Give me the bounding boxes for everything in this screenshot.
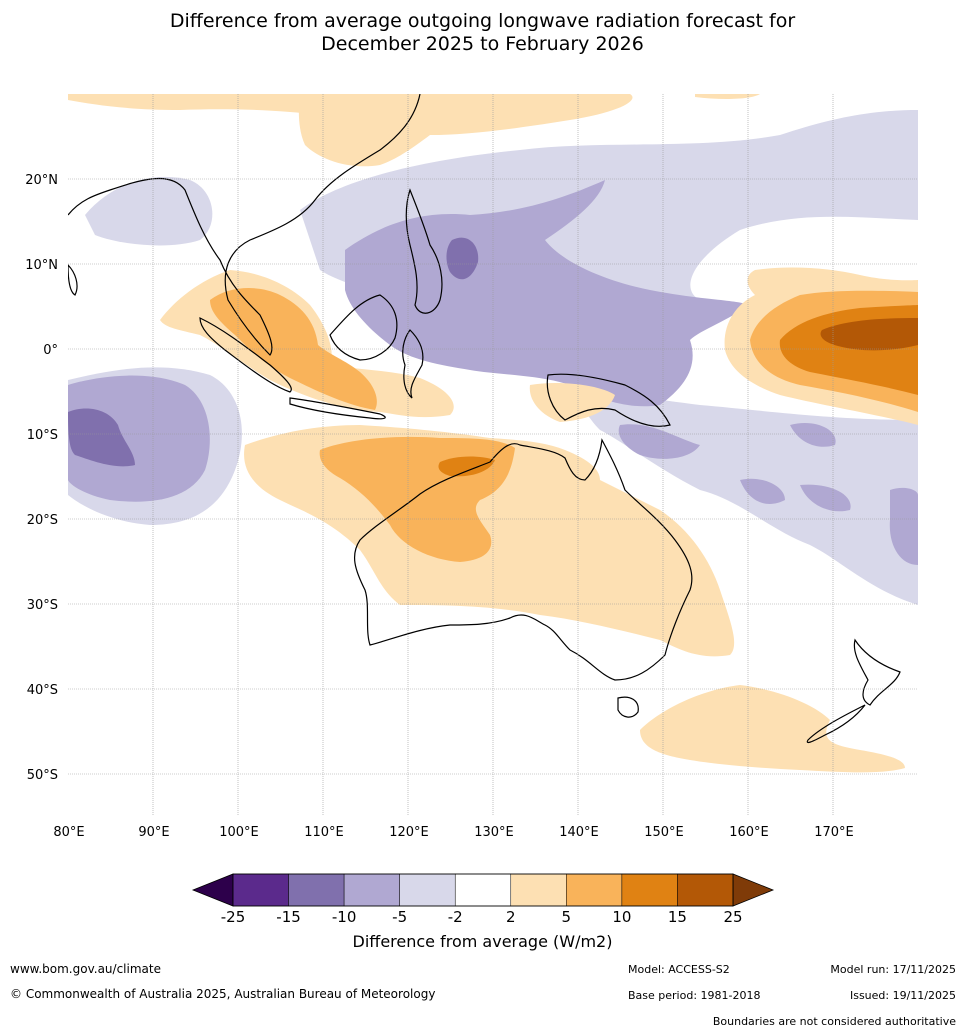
colorbar-tick-label: 25 (723, 908, 742, 926)
colorbar-swatch (454, 873, 512, 907)
coastline-mainland-asia (68, 94, 421, 356)
lon-label: 170°E (814, 825, 854, 840)
colorbar-swatch (510, 873, 567, 907)
colorbar-over-arrow (732, 873, 775, 907)
neg-anomaly-medium-fiji (740, 422, 918, 565)
anomaly-field (68, 94, 918, 773)
longitude-labels: 80°E 90°E 100°E 110°E 120°E 130°E 140°E … (53, 825, 853, 840)
lon-label: 120°E (389, 825, 429, 840)
pos-anomaly-medium-sumatra (210, 288, 377, 410)
neg-anomaly-light-bay-of-bengal (85, 176, 213, 246)
colorbar-tick-label: 15 (668, 908, 687, 926)
colorbar-swatch (288, 873, 345, 907)
coastline-new-zealand-north (853, 638, 901, 706)
base-period: Base period: 1981-2018 (628, 989, 761, 1002)
lat-label: 10°S (27, 428, 58, 443)
colorbar-tick-label: -25 (221, 908, 246, 926)
colorbar: -25 -15 -10 -5 -2 2 5 10 15 25 (191, 873, 775, 926)
lat-label: 50°S (27, 768, 58, 783)
neg-anomaly-medium-maritime-continent (345, 180, 748, 407)
pos-anomaly-strong-kimberley (438, 456, 495, 477)
coastline-sulawesi (402, 329, 424, 399)
colorbar-tick-label: -5 (392, 908, 407, 926)
coastlines (68, 94, 901, 744)
colorbar-label: Difference from average (W/m2) (352, 932, 613, 951)
model-run-date: Model run: 17/11/2025 (830, 963, 956, 976)
lat-label: 40°S (27, 683, 58, 698)
colorbar-tick-label: -10 (332, 908, 357, 926)
title-line-2: December 2025 to February 2026 (321, 33, 644, 55)
colorbar-swatch (343, 873, 400, 907)
coastline-tasmania (617, 696, 639, 718)
lat-label: 20°S (27, 513, 58, 528)
map-title: Difference from average outgoing longwav… (0, 10, 965, 56)
lat-label: 30°S (27, 598, 58, 613)
title-line-1: Difference from average outgoing longwav… (169, 10, 796, 32)
coastline-sumatra (199, 317, 292, 393)
colorbar-swatch (566, 873, 623, 907)
colorbar-tick-label: -2 (448, 908, 463, 926)
issued-date: Issued: 19/11/2025 (849, 989, 956, 1002)
lon-label: 160°E (729, 825, 769, 840)
coastline-new-zealand-south (806, 704, 866, 744)
pos-anomaly-light-north-strip (695, 94, 760, 99)
colorbar-tick-label: 5 (562, 908, 572, 926)
pos-anomaly-light-tasman (640, 685, 905, 773)
colorbar-tick-label: 10 (612, 908, 631, 926)
pos-anomaly-light-timor (529, 383, 615, 422)
colorbar-swatch (232, 873, 289, 907)
neg-anomaly-dark-indian-ocean (68, 408, 135, 467)
colorbar-swatch (677, 873, 734, 907)
colorbar-tick-label: -15 (276, 908, 301, 926)
lon-label: 100°E (219, 825, 259, 840)
neg-anomaly-medium-indian-ocean (68, 375, 210, 502)
colorbar-under-arrow (191, 873, 234, 907)
coastline-borneo (329, 294, 398, 361)
lon-label: 130°E (474, 825, 514, 840)
latitude-labels: 20°N 10°N 0° 10°S 20°S 30°S 40°S 50°S (25, 173, 58, 783)
graticule (68, 94, 918, 816)
coastline-australia (353, 438, 693, 681)
model-name: Model: ACCESS-S2 (628, 963, 730, 976)
coastline-philippines (405, 188, 443, 314)
boundaries-disclaimer: Boundaries are not considered authoritat… (712, 1015, 956, 1028)
website-link[interactable]: www.bom.gov.au/climate (10, 962, 161, 976)
copyright-text: © Commonwealth of Australia 2025, Austra… (10, 987, 436, 1001)
lon-label: 80°E (53, 825, 84, 840)
lat-label: 10°N (25, 258, 58, 273)
coastline-sri-lanka (68, 264, 78, 296)
colorbar-swatch (399, 873, 456, 907)
lon-label: 150°E (644, 825, 684, 840)
lat-label: 20°N (25, 173, 58, 188)
lon-label: 90°E (138, 825, 169, 840)
lon-label: 140°E (559, 825, 599, 840)
neg-anomaly-medium-coral-sea (618, 424, 700, 459)
lon-label: 110°E (304, 825, 344, 840)
pos-anomaly-extreme-west-pacific (820, 318, 918, 351)
pos-anomaly-light-northwest (68, 94, 326, 115)
colorbar-tick-label: 2 (506, 908, 516, 926)
coastline-new-guinea (546, 373, 671, 427)
colorbar-outline (232, 873, 734, 907)
colorbar-swatch (621, 873, 678, 907)
coastline-java (289, 397, 386, 420)
neg-anomaly-dark-philippines (446, 237, 479, 280)
lat-label: 0° (43, 343, 58, 358)
